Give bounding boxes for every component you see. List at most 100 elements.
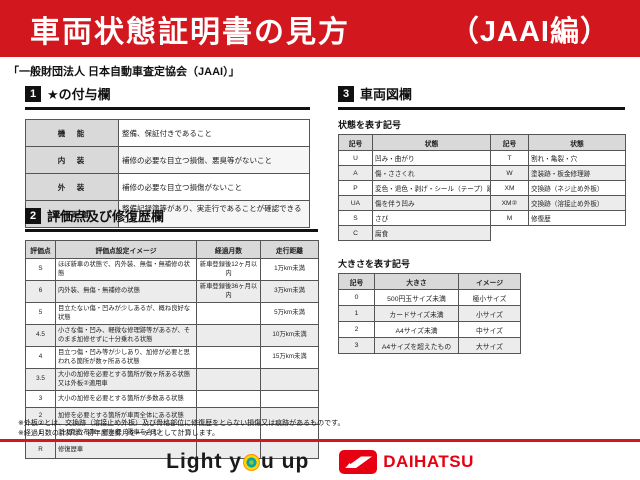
table-row: UA 傷を伴う凹み XM② 交換跡（溶接止め外板） (338, 195, 626, 211)
table-header-row: 評価点 評価点設定イメージ 経過月数 走行距離 (25, 240, 319, 259)
desc-cell: 目立たない傷・凹みが少しあるが、概ね良好な状態 (55, 302, 197, 325)
section-3-number-badge: 3 (338, 85, 354, 102)
column-header: 評価点 (25, 240, 56, 259)
table-row: 3.5 大小の加修を必要とする箇所が数ヶ所ある状態又は外板②適用車 (25, 368, 319, 391)
size-cell: A4サイズ未満 (374, 321, 459, 338)
page-title: 車両状態証明書の見方 (30, 15, 350, 49)
table-row: C 腐食 (338, 225, 626, 241)
association-name: 「一般財団法人 日本自動車査定協会（JAAI）」 (8, 66, 240, 78)
slogan-text-right: u up (260, 450, 310, 473)
state-cell: 腐食 (372, 225, 491, 241)
mileage-cell (260, 368, 319, 391)
score-cell: 3.5 (25, 368, 56, 391)
symbol-cell: T (490, 150, 529, 166)
state-cell: さび (372, 210, 491, 226)
score-cell: S (25, 258, 56, 281)
months-cell (196, 390, 261, 408)
daihatsu-emblem-icon (339, 450, 378, 474)
state-cell: 傷・ささくれ (372, 165, 491, 181)
light-you-up-logo: Light y u up (166, 450, 309, 474)
desc-cell: ほぼ新車の状態で、内外装、無傷・無補修の状態 (55, 258, 197, 281)
symbol-cell: XM (490, 180, 529, 196)
table-row: 3 大小の加修を必要とする箇所が多数ある状態 (25, 390, 319, 408)
image-cell: 中サイズ (458, 321, 521, 338)
months-cell: 新車登録後36ヶ月以内 (196, 280, 261, 303)
star-criteria-table: 機 能 整備、保証付きであること 内 装 補修の必要な目立つ損傷、悪臭等がないこ… (25, 119, 310, 228)
table-row: 3 A4サイズを超えたもの 大サイズ (338, 337, 521, 354)
table-header-row: 記号 大きさ イメージ (338, 273, 521, 290)
desc-cell: 内外装、無傷・無補修の状態 (55, 280, 197, 303)
score-cell: 5 (25, 302, 56, 325)
months-cell (196, 302, 261, 325)
section-2-title: 評価点及び修復歴欄 (47, 209, 165, 224)
months-cell (196, 368, 261, 391)
score-cell: 4 (25, 346, 56, 369)
image-cell: 極小サイズ (458, 289, 521, 306)
footer-divider (0, 439, 640, 442)
row-desc: 整備、保証付きであること (118, 119, 310, 147)
table-row: 1 消火剤散布車・冠水車（雹車を含む） (25, 424, 319, 442)
symbol-cell: 2 (338, 321, 375, 338)
table-row: R 修復歴車 (25, 441, 319, 459)
table-row: S さび M 修復歴 (338, 210, 626, 226)
mileage-cell: 3万km未満 (260, 280, 319, 303)
section-star-criteria: 1 ★の付与欄 機 能 整備、保証付きであること 内 装 補修の必要な目立つ損傷… (25, 84, 310, 228)
section-1-number-badge: 1 (25, 85, 41, 102)
table-header-row: 記号 状態 記号 状態 (338, 134, 626, 151)
state-cell: 交換跡（ネジ止め外板） (528, 180, 626, 196)
row-label: 外 装 (25, 173, 119, 201)
table-row: 0 500円玉サイズ未満 極小サイズ (338, 289, 521, 306)
table-row: 6 内外装、無傷・無補修の状態 新車登録後36ヶ月以内 3万km未満 (25, 280, 319, 303)
desc-cell: 大小の加修を必要とする箇所が数ヶ所ある状態又は外板②適用車 (55, 368, 197, 391)
state-cell: 塗装跡・板金修理跡 (528, 165, 626, 181)
header-bar: 車両状態証明書の見方 （JAAI編） (0, 0, 640, 57)
row-desc: 補修の必要な目立つ損傷、悪臭等がないこと (118, 146, 310, 174)
size-cell: A4サイズを超えたもの (374, 337, 459, 354)
footnote-line: ※経過月数の計算は、初年度登録月を一ヶ月として計算します。 (18, 430, 219, 438)
table-row: 機 能 整備、保証付きであること (25, 119, 310, 147)
table-row: 内 装 補修の必要な目立つ損傷、悪臭等がないこと (25, 146, 310, 174)
symbol-cell: C (338, 225, 373, 241)
column-header: 記号 (338, 134, 373, 151)
symbol-cell: M (490, 210, 529, 226)
image-cell: 大サイズ (458, 337, 521, 354)
score-cell: 4.5 (25, 324, 56, 347)
state-symbols-table: 記号 状態 記号 状態 U 凹み・曲がり T 割れ・亀裂・穴 A 傷・ささくれ … (338, 134, 626, 241)
score-cell: 6 (25, 280, 56, 303)
column-header: 状態 (528, 134, 626, 151)
footnote-line: ※外板②とは、交換跡（溶接止め外板）及び骨格部位に修復歴をとらない損傷又は痕跡が… (18, 420, 345, 427)
column-header: 評価点設定イメージ (55, 240, 197, 259)
section-3-title: 車両図欄 (360, 87, 413, 102)
symbol-cell: S (338, 210, 373, 226)
empty-cell (528, 225, 626, 241)
mileage-cell: 15万km未満 (260, 346, 319, 369)
state-cell: 修復歴 (528, 210, 626, 226)
size-cell: 500円玉サイズ未満 (374, 289, 459, 306)
table-row: 1 カードサイズ未満 小サイズ (338, 305, 521, 322)
symbol-cell: 0 (338, 289, 375, 306)
mileage-cell (260, 441, 319, 459)
mileage-cell: 5万km未満 (260, 302, 319, 325)
symbol-cell: 3 (338, 337, 375, 354)
column-header: イメージ (458, 273, 521, 290)
table-row: A 傷・ささくれ W 塗装跡・板金修理跡 (338, 165, 626, 181)
state-cell: 割れ・亀裂・穴 (528, 150, 626, 166)
footer: Light y u up DAIHATSU (0, 444, 640, 480)
table-row: 走行距離 整備記録簿等があり、実走行であることが確認できること (25, 200, 310, 228)
state-cell: 凹み・曲がり (372, 150, 491, 166)
row-desc: 補修の必要な目立つ損傷がないこと (118, 173, 310, 201)
section-2-number-badge: 2 (25, 207, 41, 224)
months-cell (196, 324, 261, 347)
mileage-cell: 1万km未満 (260, 258, 319, 281)
table-row: 5 目立たない傷・凹みが少しあるが、概ね良好な状態 5万km未満 (25, 302, 319, 325)
row-label: 内 装 (25, 146, 119, 174)
desc-cell: 目立つ傷・凹み等が少しあり、加修が必要と思われる箇所が数ヶ所ある状態 (55, 346, 197, 369)
table-row: 2 A4サイズ未満 中サイズ (338, 321, 521, 338)
column-header: 状態 (372, 134, 491, 151)
symbol-cell: U (338, 150, 373, 166)
symbol-cell: W (490, 165, 529, 181)
table-row: 外 装 補修の必要な目立つ損傷がないこと (25, 173, 310, 201)
size-symbols-caption: 大きさを表す記号 (338, 259, 411, 269)
image-cell: 小サイズ (458, 305, 521, 322)
edition-label: （JAAI編） (449, 15, 610, 48)
